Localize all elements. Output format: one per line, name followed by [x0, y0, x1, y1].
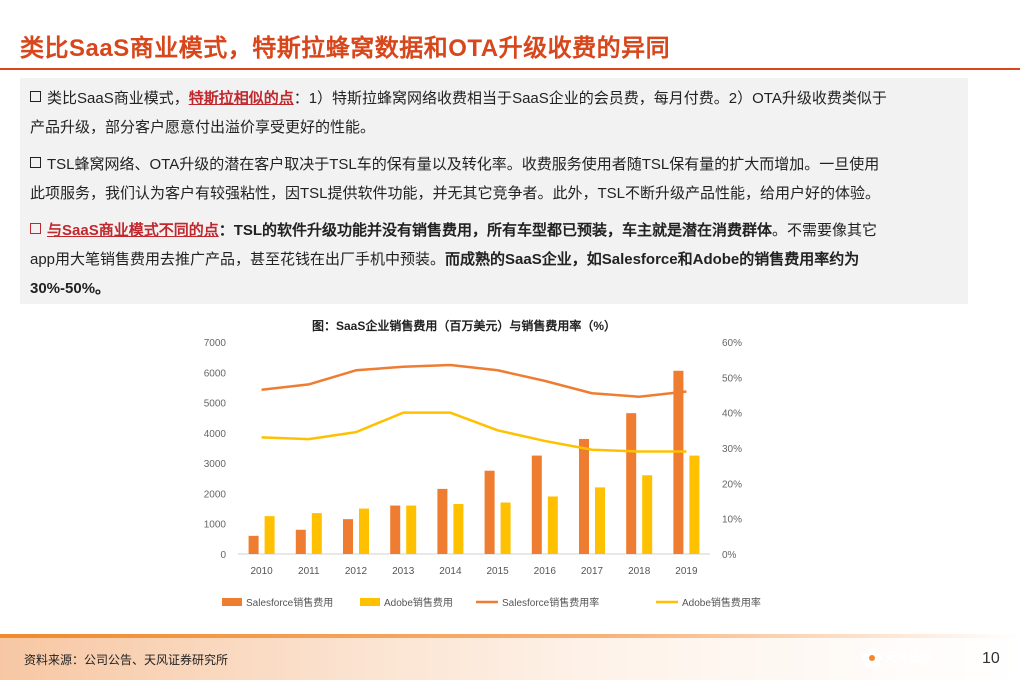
y-left-tick-label: 4000	[204, 429, 227, 440]
bar-adobe	[547, 496, 558, 554]
y-left-tick-label: 0	[220, 550, 226, 561]
bullet1-highlight: 特斯拉相似的点	[188, 90, 294, 107]
bar-salesforce	[248, 535, 259, 554]
x-tick-label: 2013	[392, 566, 415, 577]
bar-adobe	[689, 455, 700, 554]
bar-adobe	[595, 487, 605, 554]
bar-salesforce	[579, 438, 589, 554]
chart-title: 图：SaaS企业销售费用（百万美元）与销售费用率（%）	[312, 318, 616, 333]
bar-adobe	[406, 505, 417, 554]
summary-text-box: 类比SaaS商业模式，特斯拉相似的点：1）特斯拉蜂窝网络收费相当于SaaS企业的…	[20, 78, 968, 304]
checkbox-bullet-icon	[30, 223, 41, 234]
line-adobe-rate	[261, 411, 687, 453]
x-tick-label: 2014	[439, 566, 462, 577]
y-left-tick-label: 5000	[204, 399, 227, 410]
chart-svg: 图：SaaS企业销售费用（百万美元）与销售费用率（%） 0 1000 2000 300…	[204, 318, 761, 609]
y-left-tick-label: 7000	[204, 338, 227, 349]
bullet1-line1: ：1）特斯拉蜂窝网络收费相当于SaaS企业的会员费，每月付费。2）OTA升级收费…	[293, 90, 887, 107]
y-right-tick-label: 50%	[722, 373, 742, 384]
bullet3-normal1: 。不需要像其它	[772, 222, 878, 239]
legend-label: Salesforce销售费用率	[502, 596, 599, 609]
bar-adobe	[359, 508, 369, 554]
y-left-tick-label: 6000	[204, 368, 227, 379]
checkbox-bullet-icon	[30, 157, 41, 168]
legend-swatch	[222, 598, 242, 606]
sales-expense-chart: 图：SaaS企业销售费用（百万美元）与销售费用率（%） 0 1000 2000 300…	[170, 312, 810, 622]
x-tick-label: 2018	[628, 566, 651, 577]
bullet3-bold1: ：TSL的软件升级功能并没有销售费用，所有车型都已预装，车主就是潜在消费群体	[218, 222, 773, 239]
bullet3-line3-bold: 30%-50%。	[30, 280, 111, 297]
bullet-similarities: 类比SaaS商业模式，特斯拉相似的点：1）特斯拉蜂窝网络收费相当于SaaS企业的…	[30, 84, 960, 142]
bar-adobe	[453, 504, 464, 554]
legend-label: Adobe销售费用	[384, 596, 453, 609]
legend-swatch	[360, 598, 380, 606]
x-tick-label: 2010	[250, 566, 273, 577]
bar-salesforce	[343, 519, 353, 554]
x-tick-label: 2016	[534, 566, 557, 577]
x-tick-label: 2019	[675, 566, 698, 577]
source-note: 资料来源：公司公告、天风证券研究所	[24, 653, 229, 667]
bar-salesforce	[484, 470, 495, 554]
x-tick-label: 2011	[298, 566, 320, 577]
bar-salesforce	[673, 370, 684, 554]
y-right-tick-label: 10%	[722, 515, 742, 526]
legend-label: Salesforce销售费用	[246, 596, 333, 609]
bullet2-line1: TSL蜂窝网络、OTA升级的潜在客户取决于TSL车的保有量以及转化率。收费服务使…	[47, 156, 880, 173]
bullet3-highlight: 与SaaS商业模式不同的点	[47, 222, 219, 239]
y-right-tick-label: 40%	[722, 409, 742, 420]
bullet3-line2-normal: app用大笔销售费用去推广产品，甚至花钱在出厂手机中预装。	[30, 251, 446, 268]
bullet-potential-customers: TSL蜂窝网络、OTA升级的潜在客户取决于TSL车的保有量以及转化率。收费服务使…	[30, 150, 960, 208]
y-left-tick-label: 3000	[204, 459, 227, 470]
bar-adobe	[642, 475, 653, 554]
page-title: 类比SaaS商业模式，特斯拉蜂窝数据和OTA升级收费的异同	[20, 35, 671, 62]
y-left-tick-label: 2000	[204, 489, 227, 500]
bar-salesforce	[390, 505, 401, 554]
bar-salesforce	[626, 413, 637, 554]
x-tick-label: 2015	[486, 566, 509, 577]
checkbox-bullet-icon	[30, 91, 41, 102]
flower-logo-icon	[862, 648, 882, 668]
y-right-tick-label: 0%	[722, 550, 737, 561]
footer-bar	[0, 634, 1020, 680]
bullet2-line2: 此项服务，我们认为客户有较强粘性，因TSL提供软件功能，并无其它竞争者。此外，T…	[30, 185, 881, 202]
bar-salesforce	[437, 488, 448, 554]
bar-adobe	[264, 516, 275, 554]
y-right-tick-label: 20%	[722, 479, 742, 490]
logo-subtitle: TF SECURITIES	[884, 663, 930, 669]
bar-adobe	[500, 502, 511, 554]
y-right-tick-label: 60%	[722, 338, 742, 349]
bullet3-line2-bold: 而成熟的SaaS企业，如Salesforce和Adobe的销售费用率约为	[445, 251, 860, 268]
line-salesforce-rate	[261, 363, 687, 399]
footer-line	[0, 634, 1020, 638]
legend-label: Adobe销售费用率	[682, 596, 761, 609]
x-tick-label: 2012	[345, 566, 368, 577]
x-tick-label: 2017	[581, 566, 604, 577]
bar-salesforce	[295, 529, 306, 554]
bullet1-prefix: 类比SaaS商业模式，	[47, 90, 189, 107]
bar-salesforce	[531, 455, 542, 554]
bullet1-line2: 产品升级，部分客户愿意付出溢价享受更好的性能。	[30, 119, 376, 136]
bullet-differences: 与SaaS商业模式不同的点：TSL的软件升级功能并没有销售费用，所有车型都已预装…	[30, 216, 960, 303]
y-right-tick-label: 30%	[722, 444, 742, 455]
y-left-tick-label: 1000	[204, 520, 227, 531]
logo-name: 天风证券	[884, 650, 933, 664]
bar-adobe	[311, 513, 322, 554]
title-divider	[0, 68, 1020, 70]
tf-securities-logo: 天风证券 TF SECURITIES	[862, 646, 952, 674]
page-number: 10	[982, 650, 1000, 667]
